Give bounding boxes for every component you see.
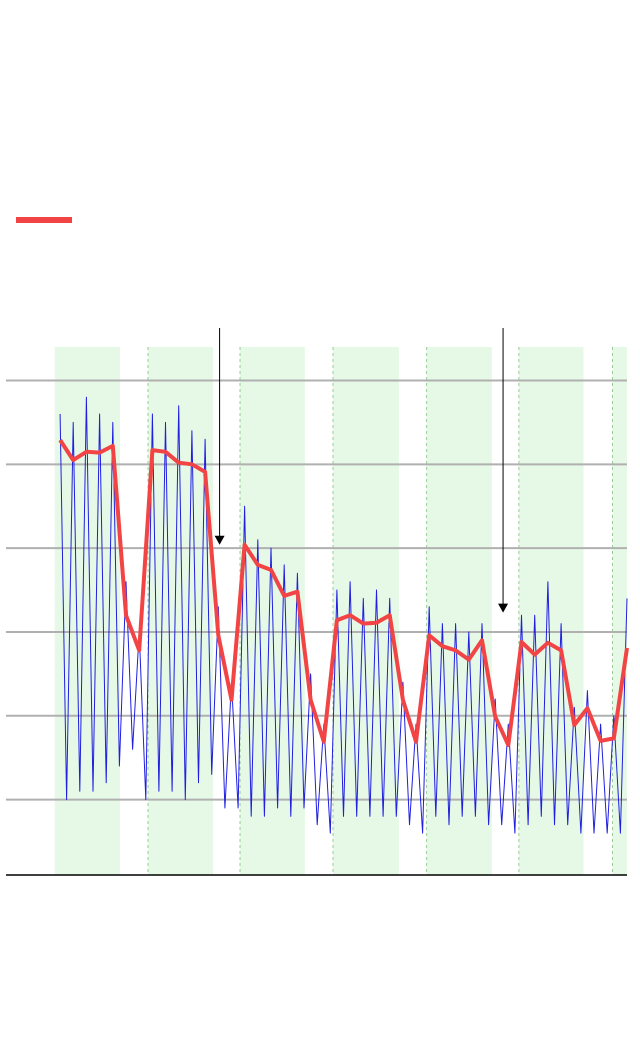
band [426,347,492,875]
arrow-head [214,535,225,545]
series-line [59,396,628,834]
band [612,347,627,875]
band [147,347,213,875]
arrow-head [498,603,509,613]
series-line [58,438,629,748]
band [54,347,121,875]
